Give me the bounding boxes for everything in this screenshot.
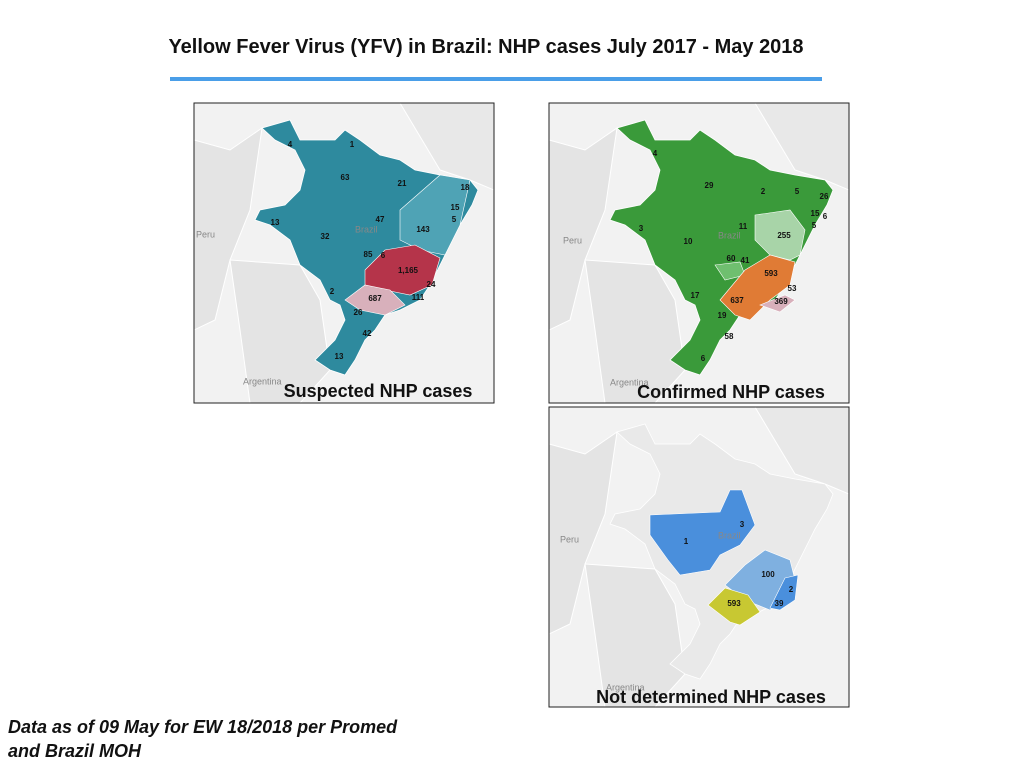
case-count: 85 bbox=[364, 250, 373, 259]
case-count: 2 bbox=[761, 187, 766, 196]
case-count: 100 bbox=[761, 570, 775, 579]
place-name: Peru bbox=[196, 229, 215, 239]
case-count: 63 bbox=[341, 173, 350, 182]
case-count: 13 bbox=[335, 352, 344, 361]
case-count: 15 bbox=[811, 209, 820, 218]
case-count: 1 bbox=[684, 537, 689, 546]
case-count: 32 bbox=[321, 232, 330, 241]
case-count: 6 bbox=[823, 212, 828, 221]
map-caption: Confirmed NHP cases bbox=[637, 382, 825, 402]
case-count: 1,165 bbox=[398, 266, 419, 275]
place-name: Peru bbox=[560, 534, 579, 544]
case-count: 41 bbox=[741, 256, 750, 265]
case-count: 5 bbox=[795, 187, 800, 196]
place-name: Brazil bbox=[718, 230, 741, 240]
case-count: 637 bbox=[730, 296, 744, 305]
map-caption: Not determined NHP cases bbox=[596, 687, 826, 707]
place-name: Argentina bbox=[610, 377, 649, 387]
map-suspected bbox=[194, 103, 494, 403]
case-count: 21 bbox=[398, 179, 407, 188]
case-count: 17 bbox=[691, 291, 700, 300]
case-count: 26 bbox=[820, 192, 829, 201]
case-count: 10 bbox=[684, 237, 693, 246]
map-frame bbox=[548, 406, 850, 708]
case-count: 42 bbox=[363, 329, 372, 338]
place-name: Peru bbox=[563, 235, 582, 245]
case-count: 26 bbox=[354, 308, 363, 317]
case-count: 687 bbox=[368, 294, 382, 303]
place-name: Brazil bbox=[718, 530, 741, 540]
case-count: 47 bbox=[376, 215, 385, 224]
place-name: Argentina bbox=[243, 376, 282, 386]
case-count: 19 bbox=[718, 311, 727, 320]
case-count: 4 bbox=[288, 140, 293, 149]
case-count: 11 bbox=[739, 222, 748, 231]
place-name: Brazil bbox=[355, 224, 378, 234]
case-count: 39 bbox=[775, 599, 784, 608]
case-count: 5 bbox=[452, 215, 457, 224]
map-frame bbox=[548, 102, 850, 404]
case-count: 13 bbox=[271, 218, 280, 227]
case-count: 369 bbox=[774, 297, 788, 306]
case-count: 1 bbox=[350, 140, 355, 149]
case-count: 24 bbox=[427, 280, 436, 289]
case-count: 593 bbox=[764, 269, 778, 278]
case-count: 3 bbox=[740, 520, 745, 529]
case-count: 58 bbox=[725, 332, 734, 341]
case-count: 111 bbox=[412, 293, 425, 302]
place-name: Argentina bbox=[606, 682, 645, 692]
case-count: 60 bbox=[727, 254, 736, 263]
case-count: 3 bbox=[639, 224, 644, 233]
map-caption: Suspected NHP cases bbox=[284, 381, 473, 401]
case-count: 6 bbox=[701, 354, 706, 363]
map-frame bbox=[193, 102, 495, 404]
case-count: 15 bbox=[451, 203, 460, 212]
case-count: 4 bbox=[653, 149, 658, 158]
case-count: 18 bbox=[461, 183, 470, 192]
map-confirmed bbox=[549, 103, 849, 403]
footnote: Data as of 09 May for EW 18/2018 per Pro… bbox=[8, 717, 398, 737]
case-count: 593 bbox=[727, 599, 741, 608]
case-count: 2 bbox=[330, 287, 335, 296]
case-count: 6 bbox=[381, 251, 386, 260]
case-count: 53 bbox=[788, 284, 797, 293]
case-count: 2 bbox=[789, 585, 794, 594]
case-count: 29 bbox=[705, 181, 714, 190]
footnote: and Brazil MOH bbox=[8, 741, 142, 761]
case-count: 255 bbox=[777, 231, 791, 240]
title: Yellow Fever Virus (YFV) in Brazil: NHP … bbox=[168, 36, 803, 58]
map-not-determined bbox=[549, 407, 849, 707]
case-count: 143 bbox=[416, 225, 430, 234]
case-count: 5 bbox=[812, 221, 817, 230]
